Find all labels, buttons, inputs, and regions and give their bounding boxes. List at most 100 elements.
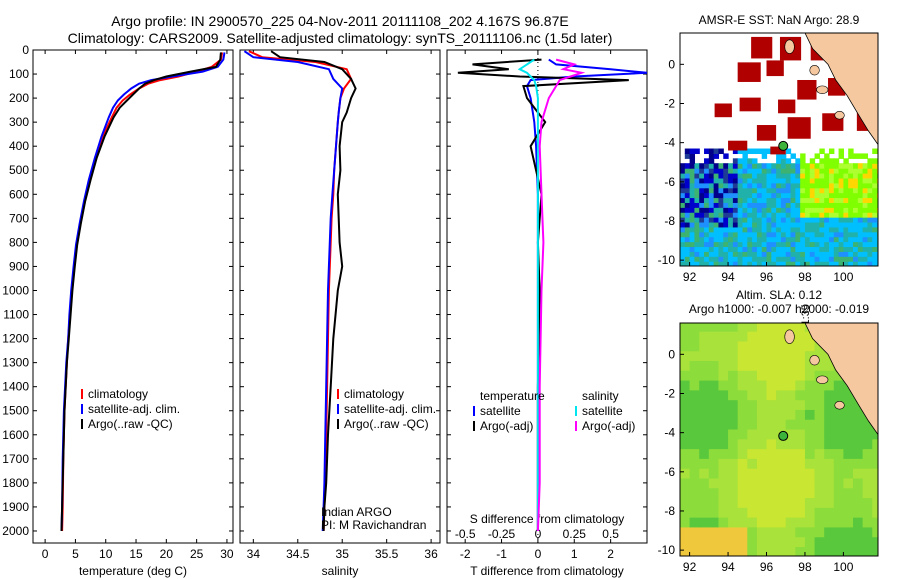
sla_map-title: Altim. SLA: 0.12	[736, 288, 822, 302]
temperature-xtick-label: 30	[220, 547, 234, 561]
depth-tick-label: 300	[9, 115, 29, 129]
legend-header-salinity: salinity	[582, 389, 619, 403]
temperature-panel: 0 5 10 15 20 25 300100200300400500600700800900…	[2, 43, 234, 578]
sst_map-ytick-label: -6	[664, 175, 675, 189]
sla_map-xtick-label: 98	[798, 560, 812, 574]
salinity-xlabel: salinity	[322, 564, 359, 578]
sst_map-ytick-label: 0	[668, 57, 675, 71]
temperature-legend-label: climatology	[88, 387, 148, 401]
depth-tick-label: 200	[9, 91, 29, 105]
temperature-xlabel: temperature (deg C)	[79, 564, 187, 578]
sla_map-island	[834, 401, 845, 410]
sst_map-title: AMSR-E SST: NaN Argo: 28.9	[699, 13, 860, 27]
depth-tick-label: 900	[9, 259, 29, 273]
sst_map-ytick-label: -2	[664, 96, 675, 110]
sst_map-argo-marker	[778, 140, 789, 151]
sst_map-ytick-label: -4	[664, 136, 675, 150]
sst_map-xtick-label: 94	[721, 270, 735, 284]
temperature-series-2	[60, 52, 222, 532]
sst_map-xtick-label: 98	[798, 270, 812, 284]
temperature-plot-frame	[32, 49, 234, 544]
salinity-xtick-label: 34.5	[286, 547, 310, 561]
sst_map-xtick-label: 92	[683, 270, 697, 284]
legend-header-temperature: temperature	[480, 389, 545, 403]
temperature-xtick-label: 10	[99, 547, 113, 561]
difference-xtick-label: 1	[571, 547, 578, 561]
sla_map-field	[680, 323, 878, 556]
salinity-series-1	[243, 50, 344, 532]
sla_map-argo-marker	[778, 430, 789, 441]
difference-xtick-label: 2	[607, 547, 614, 561]
depth-tick-label: 1300	[2, 356, 29, 370]
temperature-legend-label: satellite-adj. clim.	[88, 402, 180, 416]
sst-warm-cell	[728, 140, 748, 151]
depth-tick-label: 1000	[2, 283, 29, 297]
difference-xlabel: T difference from climatology	[470, 564, 624, 578]
depth-tick-label: 1500	[2, 404, 29, 418]
sst_map-island	[784, 39, 795, 54]
difference-series-3	[536, 58, 586, 532]
depth-tick-label: 1800	[2, 476, 29, 490]
salinity-diff-tick-label: 0.25	[563, 527, 587, 541]
depth-tick-label: 0	[22, 43, 29, 57]
sst_map-xtick-label: 96	[760, 270, 774, 284]
sla_map-ytick-label: -6	[664, 465, 675, 479]
sla_map-xtick-label: 94	[721, 560, 735, 574]
sla_map-ytick-label: -8	[664, 504, 675, 518]
salinity-series-2	[270, 50, 357, 532]
sst_map-ytick-label: -8	[664, 214, 675, 228]
difference-xtick-label: 0	[535, 547, 542, 561]
difference-xtick-label: -1	[496, 547, 507, 561]
sst-warm-cell	[714, 103, 732, 118]
sla_map-island	[784, 329, 795, 344]
temperature-legend-label: Argo(..raw -QC)	[88, 417, 173, 431]
salinity-diff-axis-label: S difference from climatology	[470, 512, 625, 526]
sla_map-panel: 92 94 96 98 100 0 -2 -4 -6 -8 -10 Altim. SLA: 0.12A…	[658, 288, 879, 574]
sla_map-frame	[679, 322, 879, 557]
difference-legend-label: satellite	[480, 404, 521, 418]
salinity-diff-tick-label: -0.25	[488, 527, 516, 541]
sla_map-island	[816, 375, 829, 384]
sst-warm-cell	[739, 97, 761, 112]
depth-tick-label: 1400	[2, 380, 29, 394]
sst-warm-cell	[770, 146, 786, 155]
depth-tick-label: 600	[9, 187, 29, 201]
sst-warm-cell	[737, 62, 761, 82]
sla_map-ytick-label: -4	[664, 426, 675, 440]
salinity-xtick-label: 36	[424, 547, 438, 561]
difference-legend-label: Argo(-adj)	[480, 419, 533, 433]
salinity-xtick-label: 35.5	[375, 547, 399, 561]
sla_map-xtick-label: 96	[760, 560, 774, 574]
sla_map-xtick-label: 92	[683, 560, 697, 574]
difference-panel: -2 -1 0 1 2 T difference from climatology -0.5…	[446, 49, 648, 578]
salinity-legend-label: climatology	[344, 387, 404, 401]
depth-tick-label: 400	[9, 139, 29, 153]
sst-warm-cell	[787, 117, 811, 139]
depth-tick-label: 1600	[2, 428, 29, 442]
sst_map-island	[816, 85, 829, 94]
depth-tick-label: 1100	[3, 308, 29, 322]
depth-tick-label: 1700	[2, 452, 29, 466]
temperature-xtick-label: 25	[190, 547, 204, 561]
salinity-plot-frame	[239, 49, 441, 544]
depth-tick-label: 1200	[2, 332, 29, 346]
salinity-annotation: PI: M Ravichandran	[321, 518, 426, 532]
sst-warm-cell	[797, 79, 817, 100]
sla_map-land	[804, 323, 878, 436]
temperature-xtick-label: 15	[129, 547, 143, 561]
salinity-diff-tick-label: 0.5	[602, 527, 619, 541]
header-line-1: Argo profile: IN 2900570_225 04-Nov-2011…	[111, 13, 569, 29]
salinity-annotation: Indian ARGO	[321, 505, 392, 519]
depth-tick-label: 500	[9, 163, 29, 177]
salinity-diff-tick-label: 0	[535, 527, 542, 541]
salinity-legend-label: satellite-adj. clim.	[344, 402, 436, 416]
temperature-xtick-label: 5	[72, 547, 79, 561]
temperature-xtick-label: 0	[42, 547, 49, 561]
sst_map-island	[809, 65, 820, 76]
header-line-2: Climatology: CARS2009. Satellite-adjuste…	[67, 30, 613, 46]
difference-legend-label: satellite	[582, 404, 623, 418]
salinity-diff-tick-label: -0.5	[455, 527, 476, 541]
sst_map-xtick-label: 100	[833, 270, 853, 284]
difference-xtick-label: -2	[460, 547, 471, 561]
